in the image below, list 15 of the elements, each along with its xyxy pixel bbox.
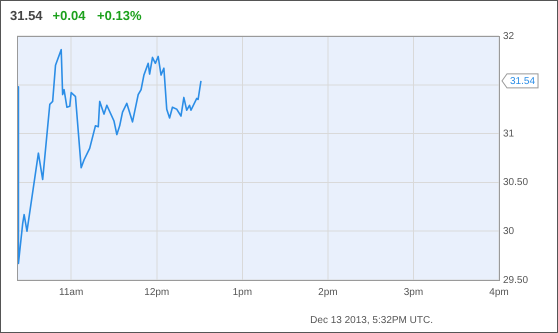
x-tick-label: 12pm bbox=[144, 286, 170, 298]
y-tick-label: 30.50 bbox=[503, 177, 528, 188]
x-tick-label: 3pm bbox=[404, 286, 424, 298]
text: 31.54 bbox=[10, 8, 43, 23]
y-tick-label: 31 bbox=[503, 128, 515, 140]
y-tick-label: 29.50 bbox=[503, 274, 528, 286]
text: Dec 13 2013, 5:32PM UTC. bbox=[310, 315, 433, 326]
x-tick-label: 11am bbox=[59, 286, 84, 298]
x-tick-label: 2pm bbox=[318, 286, 338, 298]
text: 31.54 bbox=[510, 76, 536, 88]
chart-subtitle: +0.04 +0.13% bbox=[52, 8, 142, 23]
y-tick-label: 30 bbox=[503, 226, 515, 237]
x-tick-label: 4pm bbox=[489, 286, 509, 298]
x-tick-label: 1pm bbox=[232, 286, 252, 298]
y-tick-label: 32 bbox=[503, 30, 515, 42]
